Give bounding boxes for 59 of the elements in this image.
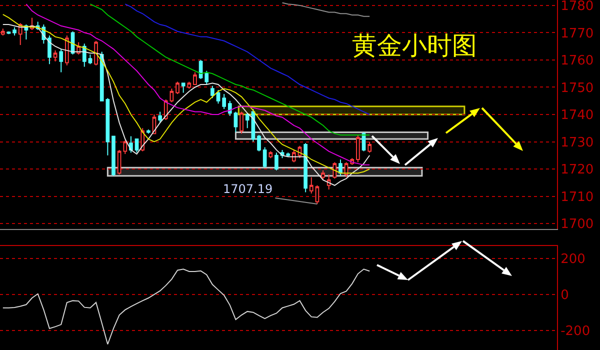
candlestick bbox=[321, 170, 325, 180]
candlestick bbox=[100, 51, 104, 102]
candlestick bbox=[286, 152, 290, 158]
y-tick-label: 1760 bbox=[560, 54, 594, 69]
candlestick bbox=[315, 184, 320, 204]
y-tick-label: -200 bbox=[560, 324, 590, 339]
candlestick bbox=[158, 111, 162, 124]
candlestick bbox=[292, 149, 296, 163]
candlestick bbox=[6, 30, 11, 35]
candlestick bbox=[332, 162, 337, 180]
line-series bbox=[282, 2, 370, 17]
y-tick-label: 1730 bbox=[560, 135, 594, 150]
candlestick bbox=[268, 150, 273, 159]
candlestick bbox=[106, 98, 110, 156]
text: 黄金小时图 bbox=[352, 31, 477, 60]
candlestick bbox=[187, 81, 192, 90]
candlestick bbox=[222, 94, 226, 110]
candlestick bbox=[129, 136, 133, 154]
y-tick-label: 1770 bbox=[560, 26, 594, 42]
candlestick bbox=[193, 72, 197, 86]
candlestick bbox=[53, 50, 58, 62]
candlestick bbox=[257, 134, 261, 152]
candlestick bbox=[134, 138, 139, 154]
y-tick-label: 1780 bbox=[560, 0, 594, 14]
candlestick bbox=[309, 176, 314, 194]
candlestick bbox=[65, 34, 69, 66]
candlestick bbox=[48, 34, 52, 65]
y-tick-label: 1710 bbox=[560, 190, 594, 205]
candlestick bbox=[59, 48, 64, 73]
candlestick bbox=[94, 40, 98, 66]
candlestick bbox=[216, 89, 220, 104]
candlestick bbox=[274, 152, 278, 171]
candlestick bbox=[88, 54, 92, 65]
candlestick bbox=[304, 142, 308, 193]
candlestick bbox=[181, 82, 186, 94]
candlestick bbox=[245, 112, 250, 129]
y-tick-label: 1700 bbox=[560, 217, 594, 232]
candlestick bbox=[112, 136, 116, 176]
line-series bbox=[2, 268, 370, 345]
candlestick bbox=[234, 111, 238, 133]
y-tick-label: 200 bbox=[560, 252, 586, 268]
candlestick bbox=[262, 146, 267, 168]
y-tick-label: 1740 bbox=[560, 108, 594, 124]
candlestick bbox=[368, 141, 372, 154]
y-tick-label: 1720 bbox=[560, 162, 594, 178]
candlestick bbox=[12, 26, 16, 36]
candlestick bbox=[338, 158, 342, 176]
y-tick-label: 0 bbox=[560, 288, 569, 303]
candlestick bbox=[204, 70, 209, 86]
candlestick bbox=[146, 128, 150, 134]
candlestick bbox=[356, 134, 360, 163]
annotation: 1707.19 bbox=[223, 182, 273, 196]
candlestick bbox=[210, 85, 214, 99]
candlestick bbox=[176, 81, 180, 95]
candlestick bbox=[240, 111, 244, 134]
candlestick bbox=[123, 140, 128, 155]
candlestick bbox=[170, 88, 174, 103]
candlestick bbox=[117, 149, 122, 175]
y-tick-label: 1750 bbox=[560, 80, 594, 96]
